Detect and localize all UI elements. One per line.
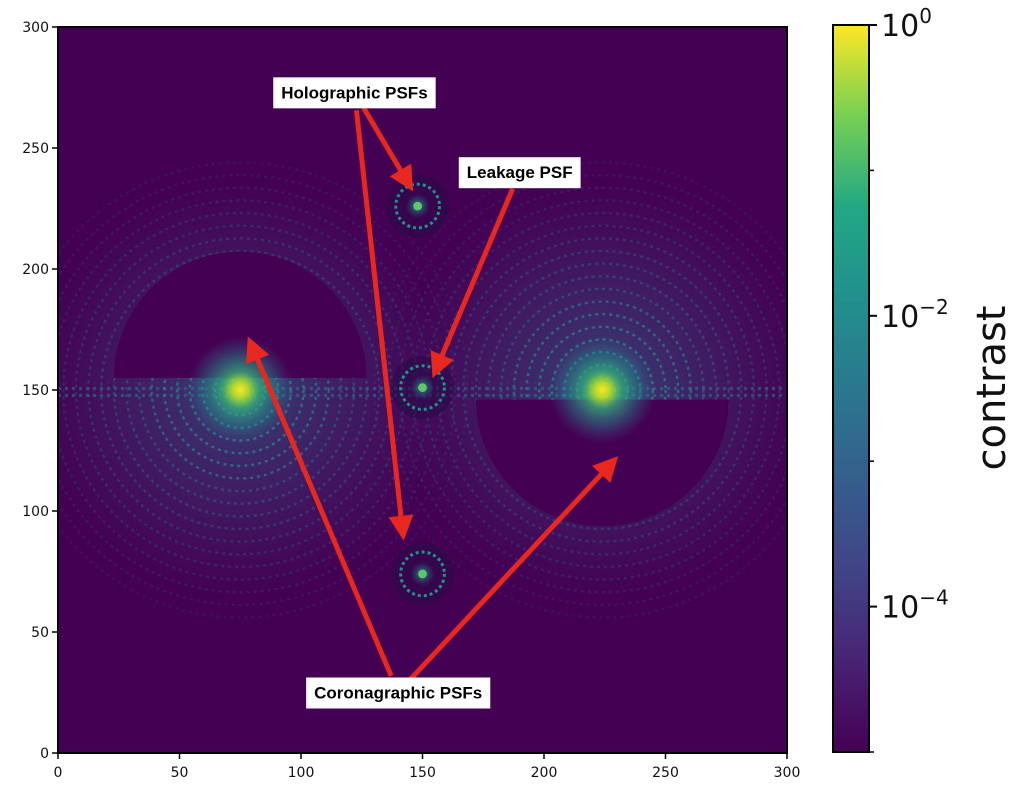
annotation-text: Holographic PSFs xyxy=(281,83,427,102)
x-tick-label: 300 xyxy=(774,765,801,781)
psf-ring-2 xyxy=(394,182,442,230)
x-tick-label: 100 xyxy=(288,765,315,781)
psf-center-1 xyxy=(418,383,427,392)
annotation-text: Leakage PSF xyxy=(467,163,573,182)
y-tick-label: 0 xyxy=(40,746,49,762)
annotation-label-3: Coronagraphic PSFs xyxy=(306,677,491,709)
x-axis: 0 50 100 150 200 250 300 xyxy=(54,753,801,781)
annotation-arrow-3-1 xyxy=(246,336,394,677)
plot-area: Holographic PSFs Leakage PSF Coronagraphic… xyxy=(57,26,788,754)
annotation-label-2: Leakage PSF xyxy=(458,157,581,189)
x-tick-label: 0 xyxy=(54,765,63,781)
colorbar-label: contrast xyxy=(969,306,1011,471)
y-tick-label: 200 xyxy=(22,262,49,278)
x-tick-label: 200 xyxy=(531,765,558,781)
x-tick-label: 250 xyxy=(652,765,679,781)
psf-ring-1 xyxy=(399,364,446,411)
colorbar-tick-label: 10−4 xyxy=(881,586,949,626)
y-tick-label: 150 xyxy=(22,383,49,399)
psf-ring-3 xyxy=(399,550,446,598)
psf-center-2 xyxy=(413,201,423,211)
y-tick-label: 50 xyxy=(31,625,49,641)
colorbar-gradient xyxy=(832,24,870,753)
coronagraphic-psf-1 xyxy=(186,336,294,444)
y-tick-label: 300 xyxy=(22,20,49,36)
colorbar-tick-label: 10−2 xyxy=(881,295,949,335)
colorbar-tick-label: 100 xyxy=(881,4,932,44)
colorbar: 100 10−2 10−4 contrast xyxy=(832,4,1011,753)
x-tick-label: 50 xyxy=(171,765,189,781)
psf-center-3 xyxy=(418,569,427,579)
y-tick-label: 250 xyxy=(22,141,49,157)
annotation-arrow-1-2 xyxy=(353,109,414,541)
coronagraphic-psf-2 xyxy=(548,336,656,444)
annotation-text: Coronagraphic PSFs xyxy=(314,684,482,703)
y-axis: 0 50 100 150 200 250 300 xyxy=(22,20,58,762)
annotation-arrow-2-1 xyxy=(430,187,515,379)
y-tick-label: 100 xyxy=(22,504,49,520)
annotation-arrow-3-2 xyxy=(408,456,619,682)
annotation-label-1: Holographic PSFs xyxy=(273,77,436,109)
x-tick-label: 150 xyxy=(409,765,436,781)
dark-hole-1 xyxy=(113,251,367,378)
annotation-arrow-1-1 xyxy=(361,106,414,192)
